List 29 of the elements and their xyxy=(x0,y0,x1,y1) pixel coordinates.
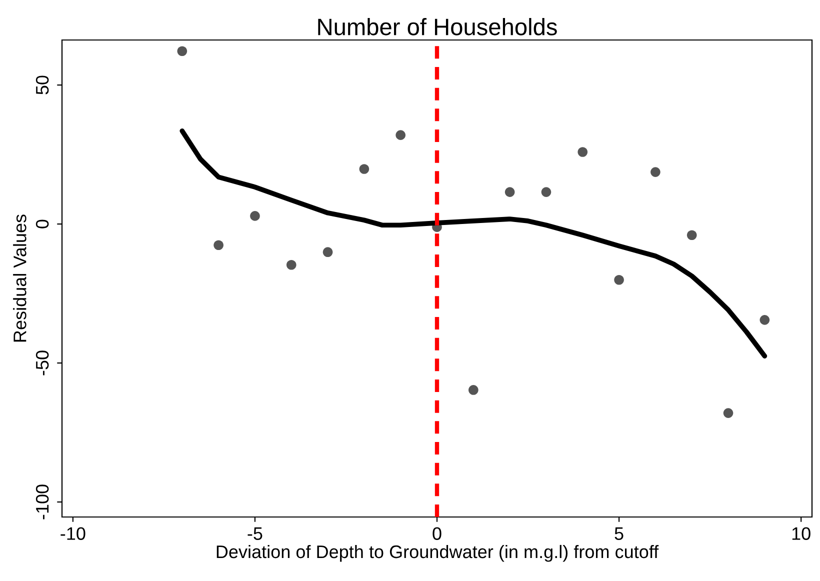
point xyxy=(504,187,515,197)
point xyxy=(177,46,188,56)
chart-title: Number of Households xyxy=(318,18,557,36)
y-tick-label: 50 xyxy=(36,76,49,94)
point xyxy=(760,315,770,325)
point xyxy=(322,247,333,258)
x-tick-label: -5 xyxy=(248,527,262,540)
x-tick-label: 5 xyxy=(614,527,624,540)
point xyxy=(650,167,660,177)
point xyxy=(286,260,296,270)
line-series xyxy=(180,128,768,358)
point xyxy=(250,211,260,221)
point xyxy=(686,230,697,240)
point xyxy=(541,187,552,197)
point xyxy=(396,130,406,140)
point xyxy=(214,240,224,250)
y-axis-title: Residual Values xyxy=(13,214,26,342)
x-tick-label: 10 xyxy=(792,527,810,540)
x-tick-label: 0 xyxy=(432,527,442,540)
y-tick-label: -100 xyxy=(36,484,49,520)
x-tick-label: -10 xyxy=(60,527,86,540)
y-tick-label: 0 xyxy=(36,220,49,228)
point xyxy=(468,385,478,395)
y-tick-label: -50 xyxy=(36,350,49,376)
point xyxy=(723,408,734,418)
point xyxy=(578,147,588,157)
point xyxy=(359,164,370,174)
point xyxy=(614,274,624,285)
x-axis-title: Deviation of Depth to Groundwater (in m.g.l) from cutoff xyxy=(216,544,659,562)
